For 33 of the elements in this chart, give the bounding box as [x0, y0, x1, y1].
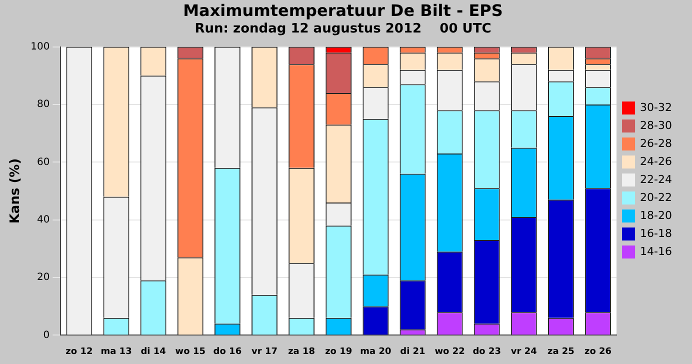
x-tick-label: do 16	[213, 346, 242, 357]
y-axis-title: Kans (%)	[8, 158, 24, 224]
x-tick-label: zo 26	[584, 346, 612, 357]
legend-label: 16-18	[640, 226, 672, 240]
y-tick-label: 100	[30, 41, 50, 52]
x-tick-label: ma 20	[360, 346, 392, 357]
legend-label: 22-24	[640, 172, 672, 186]
y-tick-label: 0	[43, 330, 50, 341]
x-tick-label: za 25	[547, 346, 574, 357]
x-tick-label: wo 15	[175, 346, 206, 357]
legend-label: 26-28	[640, 136, 672, 150]
chart-title: Maximumtemperatuur De Bilt - EPS	[183, 0, 503, 20]
x-tick-label: zo 12	[66, 346, 93, 357]
x-tick-label: ma 13	[100, 346, 132, 357]
y-tick-label: 80	[36, 99, 50, 110]
y-tick-label: 60	[36, 156, 50, 168]
chart-subtitle: Run: zondag 12 augustus 2012 00 UTC	[194, 21, 492, 36]
x-tick-label: do 23	[472, 346, 501, 357]
legend-label: 14-16	[640, 244, 672, 258]
x-tick-label: wo 22	[434, 346, 465, 357]
legend-label: 28-30	[640, 118, 672, 132]
x-tick-label: vr 24	[510, 346, 537, 357]
legend-label: 30-32	[640, 100, 672, 114]
x-tick-label: zo 19	[325, 346, 352, 357]
x-tick-label: di 21	[400, 346, 426, 357]
x-tick-label: za 18	[288, 346, 316, 357]
legend-label: 18-20	[640, 208, 672, 222]
legend-label: 24-26	[640, 154, 672, 168]
y-tick-label: 40	[36, 214, 50, 226]
x-tick-label: vr 17	[252, 346, 278, 357]
y-tick-label: 20	[36, 272, 50, 284]
x-tick-label: di 14	[140, 346, 166, 357]
legend-label: 20-22	[640, 190, 672, 204]
